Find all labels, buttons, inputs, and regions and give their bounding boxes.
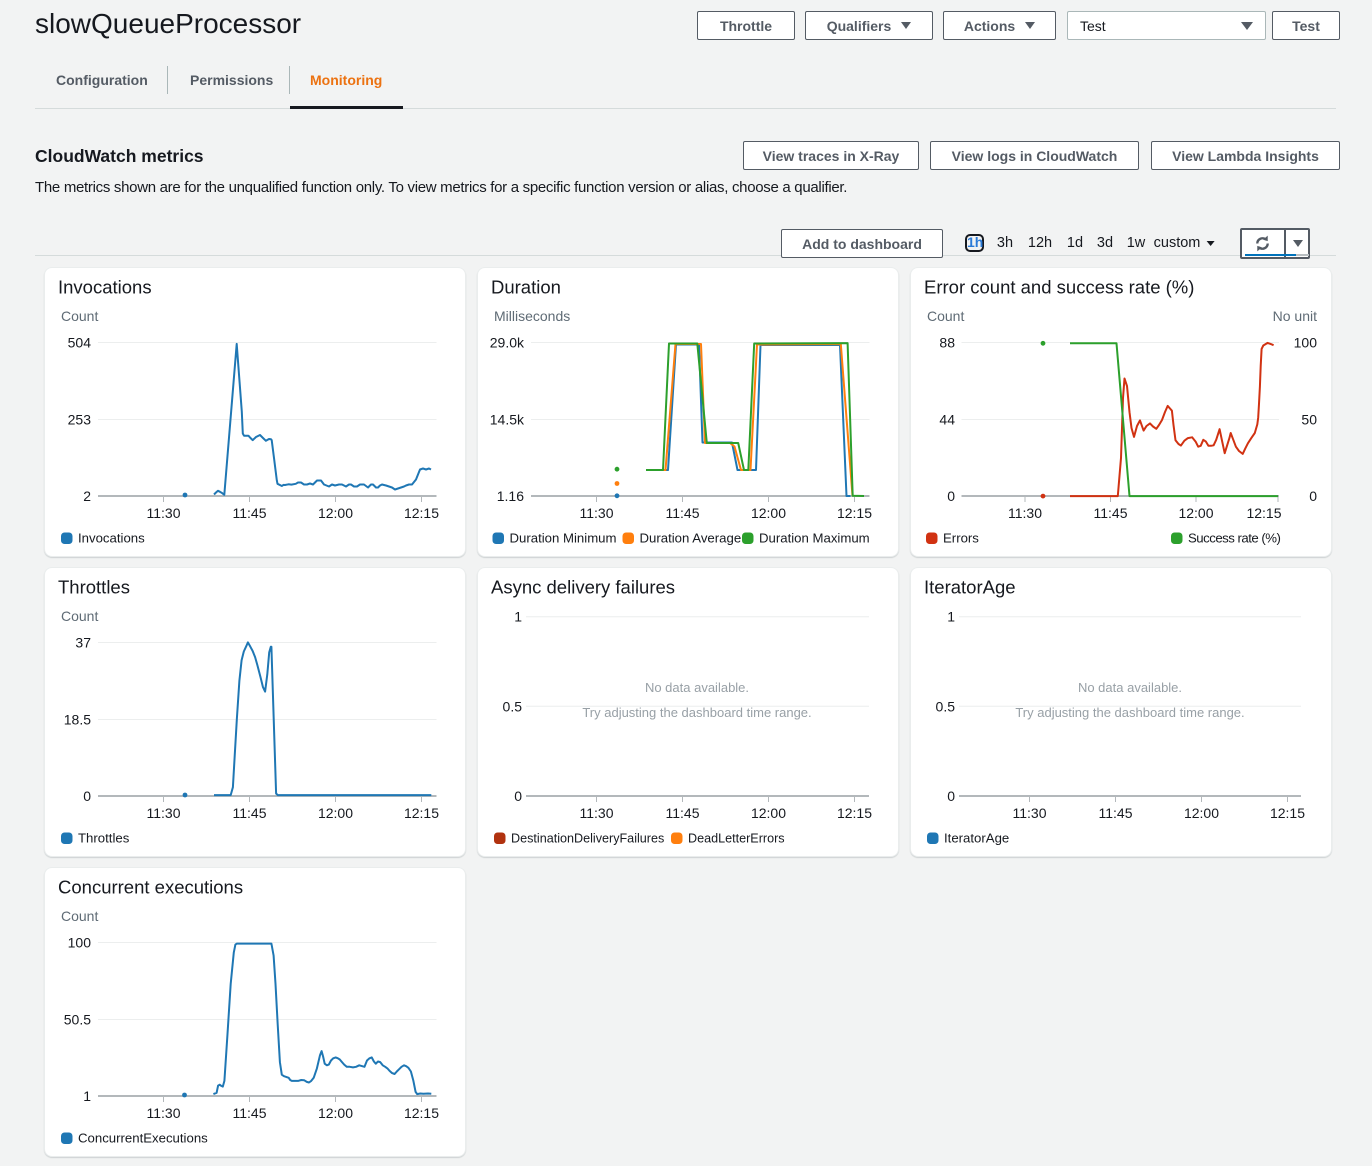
svg-text:12:15: 12:15 (1246, 505, 1281, 521)
svg-text:0: 0 (1309, 488, 1317, 504)
svg-text:11:45: 11:45 (233, 505, 267, 521)
svg-text:No data available.: No data available. (645, 680, 749, 695)
svg-text:0.5: 0.5 (936, 698, 956, 714)
svg-text:11:45: 11:45 (233, 1105, 267, 1121)
svg-text:Invocations: Invocations (58, 276, 152, 297)
svg-text:Errors: Errors (943, 530, 979, 545)
svg-text:1: 1 (947, 608, 955, 624)
svg-text:12:00: 12:00 (1184, 805, 1219, 821)
svg-text:0: 0 (947, 488, 955, 504)
svg-text:11:45: 11:45 (1094, 505, 1128, 521)
svg-text:Count: Count (61, 908, 98, 924)
svg-text:88: 88 (939, 334, 955, 350)
svg-text:Invocations: Invocations (78, 530, 145, 545)
svg-text:11:45: 11:45 (233, 805, 267, 821)
svg-text:Async delivery failures: Async delivery failures (491, 576, 675, 597)
svg-text:12:15: 12:15 (404, 805, 439, 821)
svg-text:12:15: 12:15 (1270, 805, 1305, 821)
svg-text:No data available.: No data available. (1078, 680, 1182, 695)
svg-text:Success rate (%): Success rate (%) (1188, 530, 1281, 545)
svg-text:No unit: No unit (1273, 308, 1317, 324)
svg-text:DestinationDeliveryFailures: DestinationDeliveryFailures (511, 831, 664, 845)
svg-text:Try adjusting the dashboard ti: Try adjusting the dashboard time range. (1015, 705, 1244, 720)
svg-text:50: 50 (1301, 411, 1317, 427)
svg-text:Count: Count (61, 308, 98, 324)
svg-text:Error count and success rate (: Error count and success rate (%) (924, 276, 1194, 297)
svg-text:11:30: 11:30 (147, 505, 181, 521)
svg-text:37: 37 (75, 634, 91, 650)
svg-text:Count: Count (61, 608, 98, 624)
svg-text:12:00: 12:00 (318, 505, 353, 521)
svg-text:12:15: 12:15 (837, 805, 872, 821)
svg-text:44: 44 (939, 411, 955, 427)
svg-text:Throttles: Throttles (78, 830, 130, 845)
svg-text:2: 2 (83, 488, 91, 504)
svg-text:11:30: 11:30 (580, 805, 614, 821)
svg-text:Duration Average: Duration Average (640, 530, 742, 545)
svg-text:Try adjusting the dashboard ti: Try adjusting the dashboard time range. (582, 705, 811, 720)
svg-text:Concurrent executions: Concurrent executions (58, 876, 243, 897)
svg-text:Duration Minimum: Duration Minimum (510, 530, 617, 545)
svg-text:11:30: 11:30 (1013, 805, 1047, 821)
svg-text:12:00: 12:00 (751, 505, 786, 521)
svg-text:11:30: 11:30 (1008, 505, 1042, 521)
svg-text:Milliseconds: Milliseconds (494, 308, 570, 324)
svg-text:12:00: 12:00 (1178, 505, 1213, 521)
svg-text:11:45: 11:45 (666, 805, 700, 821)
svg-text:1: 1 (514, 608, 522, 624)
svg-text:Throttles: Throttles (58, 576, 130, 597)
svg-text:Count: Count (927, 308, 964, 324)
svg-text:0: 0 (83, 788, 91, 804)
svg-text:IteratorAge: IteratorAge (924, 576, 1016, 597)
svg-text:DeadLetterErrors: DeadLetterErrors (688, 831, 785, 845)
svg-text:1.16: 1.16 (497, 488, 524, 504)
svg-text:11:30: 11:30 (580, 505, 614, 521)
svg-text:18.5: 18.5 (64, 711, 91, 727)
svg-text:12:15: 12:15 (404, 505, 439, 521)
svg-text:50.5: 50.5 (64, 1011, 91, 1027)
svg-text:100: 100 (1294, 334, 1318, 350)
svg-text:14.5k: 14.5k (490, 411, 525, 427)
svg-text:IteratorAge: IteratorAge (944, 830, 1009, 845)
svg-text:11:30: 11:30 (147, 805, 181, 821)
svg-text:ConcurrentExecutions: ConcurrentExecutions (78, 1130, 208, 1145)
svg-text:0.5: 0.5 (503, 698, 523, 714)
svg-text:0: 0 (947, 788, 955, 804)
svg-text:11:30: 11:30 (147, 1105, 181, 1121)
svg-text:12:15: 12:15 (837, 505, 872, 521)
svg-text:Duration: Duration (491, 276, 561, 297)
svg-text:29.0k: 29.0k (490, 334, 525, 350)
svg-text:11:45: 11:45 (1099, 805, 1133, 821)
svg-text:1: 1 (83, 1088, 91, 1104)
svg-text:100: 100 (68, 934, 92, 950)
svg-text:Duration Maximum: Duration Maximum (759, 530, 870, 545)
svg-text:0: 0 (514, 788, 522, 804)
svg-text:12:00: 12:00 (318, 805, 353, 821)
svg-text:11:45: 11:45 (666, 505, 700, 521)
svg-text:12:15: 12:15 (404, 1105, 439, 1121)
svg-text:253: 253 (68, 411, 92, 427)
svg-text:504: 504 (68, 334, 92, 350)
svg-text:12:00: 12:00 (318, 1105, 353, 1121)
svg-text:12:00: 12:00 (751, 805, 786, 821)
